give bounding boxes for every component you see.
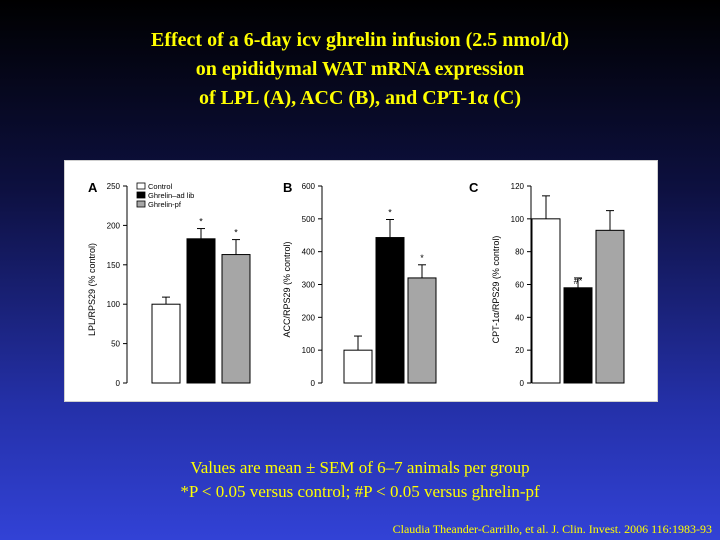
panel-c-tick-label: 60	[515, 281, 524, 290]
panel-a-bar	[151, 303, 181, 384]
title-line-3: of LPL (A), ACC (B), and CPT-1α (C)	[198, 87, 522, 109]
panel-b-tick-label: 200	[302, 313, 316, 322]
panel-a-tick-label: 50	[111, 340, 120, 349]
panel-a-bar	[186, 238, 216, 384]
panel-b-tick-label: 600	[302, 182, 316, 191]
panel-a-significance-label: *	[199, 217, 203, 227]
panel-a-tick-label: 250	[107, 182, 121, 191]
panel-a-tick-label: 100	[107, 300, 121, 309]
panel-c-tick-label: 120	[511, 182, 525, 191]
panel-a-tick-label: 150	[107, 261, 121, 270]
panel-a-letter: A	[88, 180, 98, 195]
footnotes: Values are mean ± SEM of 6–7 animals per…	[0, 456, 720, 504]
panel-b-bar	[343, 349, 373, 384]
panel-a-tick-label: 200	[107, 221, 121, 230]
panel-a-bar	[221, 254, 251, 384]
panel-c-tick-label: 0	[520, 379, 525, 388]
panel-b-bar	[375, 237, 405, 384]
panel-b-significance-label: *	[388, 207, 392, 217]
footnote-stats: Values are mean ± SEM of 6–7 animals per…	[190, 458, 530, 477]
panel-a-tick-label: 0	[116, 379, 121, 388]
panel-b-tick-label: 0	[311, 379, 316, 388]
legend-label: Ghrelin–ad lib	[148, 191, 194, 200]
panel-b-bar	[407, 277, 437, 384]
footnote-significance: *P < 0.05 versus control; #P < 0.05 vers…	[180, 482, 540, 501]
panel-a-significance-label: *	[234, 228, 238, 238]
title-line-2: on epididymal WAT mRNA expression	[195, 58, 525, 80]
slide-title: Effect of a 6-day icv ghrelin infusion (…	[0, 26, 720, 113]
panel-c-tick-label: 20	[515, 346, 524, 355]
legend-swatch	[136, 200, 146, 208]
panel-c-letter: C	[469, 180, 479, 195]
legend-swatch	[136, 191, 146, 199]
panel-c-bar	[531, 218, 561, 384]
panel-b-letter: B	[283, 180, 292, 195]
figure-panel: A 0 50 100 150 200 250 LPL/RPS29 (% control) * * B…	[64, 160, 658, 402]
panel-b-tick-label: 400	[302, 248, 316, 257]
panel-b-y-label: ACC/RPS29 (% control)	[282, 241, 292, 337]
panel-c-bar	[563, 287, 593, 384]
legend-swatch	[136, 182, 146, 190]
panel-b-tick-label: 500	[302, 215, 316, 224]
panel-c-tick-label: 40	[515, 313, 524, 322]
citation: Claudia Theander-Carrillo, et al. J. Cli…	[392, 522, 712, 536]
panel-a-y-label: LPL/RPS29 (% control)	[87, 243, 97, 336]
panel-c-tick-label: 100	[511, 215, 525, 224]
legend-label: Ghrelin-pf	[148, 200, 182, 209]
panel-c-bar	[595, 229, 625, 384]
legend-label: Control	[148, 182, 173, 191]
panel-b-significance-label: *	[420, 253, 424, 263]
panel-c-tick-label: 80	[515, 248, 524, 257]
panel-c-significance-label: #*	[574, 276, 583, 286]
title-line-1: Effect of a 6-day icv ghrelin infusion (…	[151, 29, 569, 51]
panel-b-tick-label: 100	[302, 346, 316, 355]
panel-b-tick-label: 300	[302, 281, 316, 290]
panel-c-y-label: CPT-1α/RPS29 (% control)	[491, 236, 501, 344]
